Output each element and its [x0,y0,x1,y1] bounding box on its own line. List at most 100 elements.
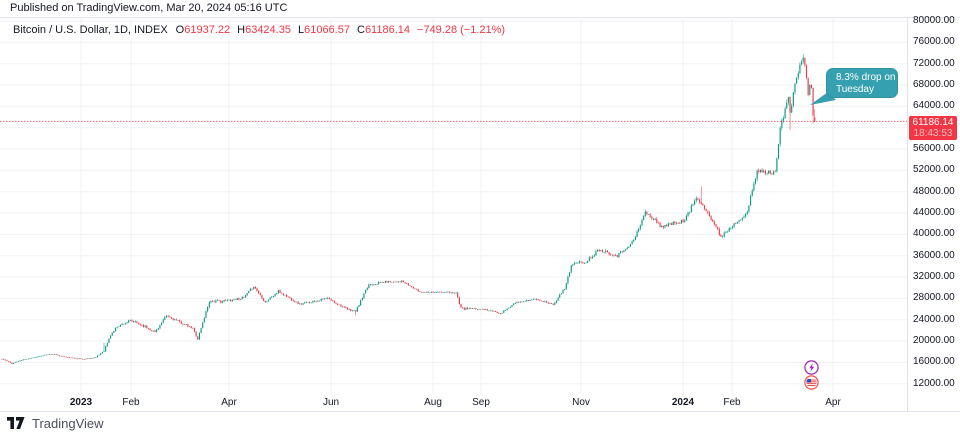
candle-body [789,97,791,113]
lightning-icon [804,360,819,375]
candle-body [314,300,316,302]
candle-body [669,223,671,224]
candle-body [40,355,43,357]
candle-body [215,300,217,303]
candle-body [406,283,408,284]
candle-body [251,288,253,290]
price-axis-border [907,17,908,411]
candle-body [27,358,29,360]
candle-body [641,220,643,226]
candle-body [29,358,31,359]
symbol-legend[interactable]: Bitcoin / U.S. Dollar, 1D, INDEX O61937.2… [13,24,505,36]
candle-body [636,231,638,238]
candle-body [700,202,702,204]
candle-body [596,249,599,252]
economic-event-marker[interactable] [804,360,819,375]
candle-body [383,282,385,283]
x-axis-label-jun: Jun [319,397,343,408]
candle-body [159,324,161,329]
candle-body [98,354,100,356]
candle-body [761,169,763,173]
candle-body [300,303,303,305]
candle-body [343,306,345,308]
candle-body [328,297,330,299]
candle-body [805,65,808,78]
candle-body [536,298,538,300]
x-axis-label-2024: 2024 [668,397,698,408]
candle-body [396,281,398,283]
candle-body [626,247,628,250]
candle-body [692,204,694,206]
candle-body [93,357,95,359]
candle-body [269,297,271,300]
candle-body [745,213,747,217]
candle-body [736,221,738,224]
candle-body [664,225,666,228]
candle-body [621,251,623,253]
candle-body [133,321,135,323]
candle-body [228,299,230,301]
bar-countdown: 18:43:53 [913,128,953,139]
candle-body [675,223,678,224]
candle-body [503,310,505,313]
candle-body [725,232,727,234]
candle-body [57,354,59,356]
annotation-line1: 8.3% drop on [836,72,896,83]
candle-body [807,77,809,95]
candle-body [416,289,418,290]
y-axis-label: 76000.00 [913,36,955,48]
candle-body [570,265,572,273]
candle-body [509,306,511,308]
candle-body [698,199,701,203]
candle-body [557,297,559,301]
candle-body [3,358,5,360]
candle-body [114,327,117,332]
candle-body [735,223,737,224]
candle-body [376,284,378,285]
candle-body [759,169,762,172]
candle-body [679,223,681,224]
candle-body [494,311,497,312]
candle-body [369,284,372,286]
candle-body [401,280,403,282]
candle-body [190,326,192,329]
candle-body [207,307,209,312]
candle-body [707,211,709,213]
candle-body [741,217,743,220]
candle-body [152,330,154,332]
candle-body [452,292,454,294]
candle-body [26,359,28,360]
candle-body [287,296,289,298]
candle-body [151,330,153,332]
tradingview-footer[interactable]: TradingView [7,416,104,431]
candle-body [628,246,630,248]
candle-body [55,354,57,355]
candle-body [111,332,113,336]
candle-body [246,293,248,296]
candle-body [327,297,329,299]
candle-body [430,291,432,293]
candle-body [731,226,734,229]
candle-body [616,255,618,258]
candle-body [266,301,268,303]
us-economic-event-marker[interactable] [804,375,819,390]
candle-body [422,292,424,293]
candle-body [542,301,544,302]
candle-body [175,319,177,321]
candle-body [545,301,548,303]
candle-body [267,299,270,302]
candle-body [167,315,169,317]
candle-body [490,310,492,312]
candle-body [799,64,801,74]
annotation-callout[interactable]: 8.3% drop on Tuesday [826,68,898,98]
candle-body [743,216,745,218]
candle-body [271,296,273,298]
candle-body [773,171,775,175]
candle-body [504,310,507,311]
candle-body [547,302,549,304]
candle-body [77,358,79,360]
candle-body [685,215,687,221]
candle-body [781,120,783,128]
candle-body [526,300,528,302]
